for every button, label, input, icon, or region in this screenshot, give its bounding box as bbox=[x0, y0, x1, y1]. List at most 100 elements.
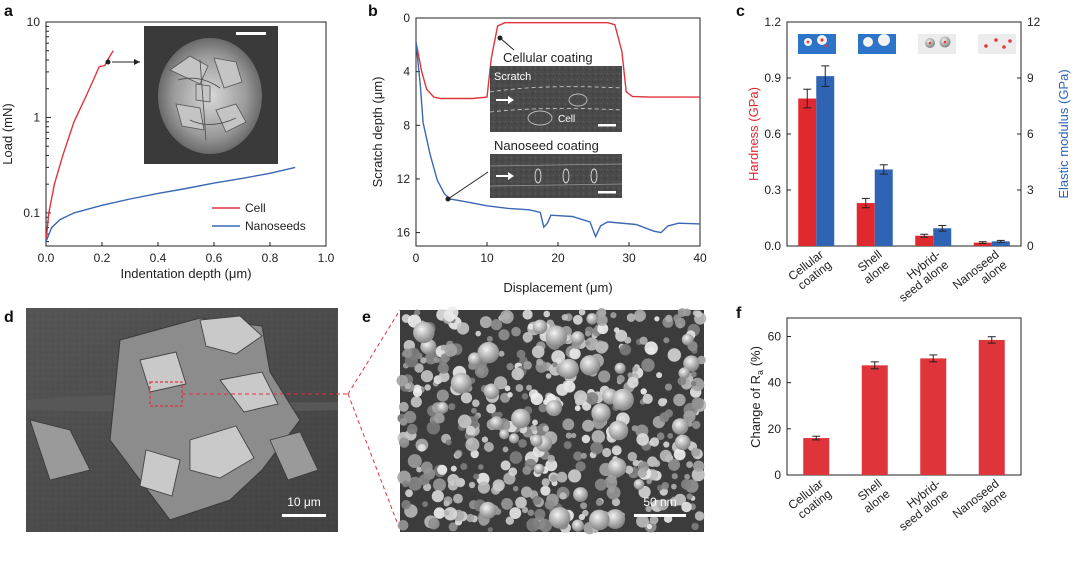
inset-nanoseed-scale-bar bbox=[598, 191, 616, 194]
nanoparticle bbox=[443, 309, 456, 322]
nanoparticle-cluster bbox=[571, 519, 585, 532]
chart-c-bar bbox=[874, 169, 893, 246]
nanoparticle bbox=[402, 480, 409, 488]
chart-f-ytick-label: 60 bbox=[768, 329, 782, 343]
chart-c-ticks: 0.0 0.3 0.6 0.9 1.2 0 3 6 9 12 bbox=[764, 15, 1040, 253]
micrograph-e-nanoparticles bbox=[396, 306, 707, 535]
nanoparticle bbox=[422, 501, 428, 507]
chart-c-bar bbox=[933, 228, 952, 246]
nanoparticle bbox=[596, 314, 608, 326]
nanoparticle bbox=[433, 478, 446, 492]
nanoparticle bbox=[691, 397, 704, 410]
panel-label-d: d bbox=[4, 309, 14, 326]
nanoparticle bbox=[397, 470, 411, 485]
nanoparticle bbox=[681, 501, 692, 513]
nanoparticle bbox=[657, 499, 669, 511]
chart-f-bar bbox=[861, 365, 888, 475]
nanoparticle bbox=[420, 370, 434, 383]
nanoparticle bbox=[569, 348, 581, 360]
nanoparticle bbox=[686, 493, 693, 500]
chart-a-ytick-label: 0.1 bbox=[23, 206, 40, 220]
inset-cellular-pointer bbox=[499, 37, 515, 51]
nanoparticle bbox=[492, 479, 505, 492]
nanoparticle bbox=[487, 527, 493, 533]
nanoparticle bbox=[673, 393, 686, 407]
nanoparticle-cluster bbox=[683, 355, 700, 372]
nanoparticle-cluster bbox=[558, 358, 579, 379]
micrograph-d-scale-label: 10 μm bbox=[287, 495, 321, 509]
chart-f-ytick-label: 0 bbox=[774, 468, 781, 482]
nanoparticle bbox=[641, 358, 655, 372]
nanoparticle-cluster bbox=[508, 433, 520, 444]
nanoparticle bbox=[443, 510, 450, 516]
inset-nanoseed-scratch-edges bbox=[489, 163, 623, 187]
nanoparticle bbox=[424, 384, 431, 391]
nanoparticle bbox=[563, 441, 572, 450]
inset-nanoseed-pit-1 bbox=[534, 168, 542, 184]
schematic-hybrid-seed-icon bbox=[918, 34, 956, 54]
nanoparticle-cluster bbox=[532, 319, 548, 335]
nanoparticle bbox=[691, 522, 699, 531]
nanoparticle bbox=[504, 385, 511, 392]
inset-cellular-micrograph: Scratch Cell bbox=[489, 66, 623, 132]
nanoparticle bbox=[571, 432, 577, 439]
nanoparticle bbox=[544, 499, 555, 510]
nanoparticle bbox=[428, 517, 440, 530]
nanoparticle bbox=[486, 336, 493, 342]
inset-cellular-label-scratch: Scratch bbox=[494, 71, 531, 83]
chart-f-ylabel: Change of Ra (%) bbox=[748, 346, 765, 448]
nanoparticle bbox=[522, 309, 533, 320]
chart-a-xtick-label: 0.4 bbox=[150, 251, 167, 265]
nanoparticle bbox=[399, 418, 408, 426]
nanoparticle bbox=[598, 370, 611, 383]
nanoparticle bbox=[683, 410, 696, 423]
nanoparticle bbox=[414, 363, 424, 373]
nanoparticle-cluster bbox=[436, 402, 449, 414]
nanoparticle bbox=[538, 518, 553, 533]
chart-b-ytick-label: 0 bbox=[403, 11, 410, 25]
nanoparticle bbox=[521, 393, 529, 400]
panel-label-b: b bbox=[368, 3, 378, 20]
nanoparticle bbox=[467, 438, 474, 445]
nanoparticle-cluster bbox=[468, 352, 482, 366]
nanoparticle bbox=[460, 392, 473, 404]
nanoparticle bbox=[657, 485, 663, 491]
nanoparticle-cluster bbox=[413, 321, 435, 344]
nanoparticle-cluster bbox=[612, 388, 634, 411]
chart-a-xlabel: Indentation depth (μm) bbox=[120, 266, 251, 281]
chart-c-ytick-label: 0.3 bbox=[764, 183, 781, 197]
nanoparticle bbox=[543, 310, 550, 318]
nanoparticle bbox=[585, 340, 591, 346]
nanoparticle bbox=[465, 437, 480, 452]
nanoparticle bbox=[530, 392, 543, 406]
nanoparticle bbox=[636, 514, 649, 528]
chart-c-bar bbox=[798, 98, 817, 247]
nanoparticle bbox=[481, 436, 488, 443]
zoom-connector-top bbox=[347, 309, 401, 395]
chart-f-category-label: Cellularcoating bbox=[785, 476, 834, 522]
nanoparticle bbox=[556, 471, 568, 483]
inset-nanoseed-pointer bbox=[447, 171, 489, 200]
inset-cellular-scratch-edges bbox=[489, 86, 623, 113]
nanoparticle-cluster bbox=[489, 416, 504, 430]
nanoparticle-cluster bbox=[678, 367, 690, 379]
nanoparticle bbox=[398, 401, 409, 412]
nanoparticle bbox=[438, 371, 450, 383]
nanoparticle bbox=[526, 384, 532, 391]
inset-title-cellular: Cellular coating bbox=[503, 50, 593, 65]
nanoparticle bbox=[509, 451, 523, 464]
nanoparticle bbox=[663, 441, 670, 448]
nanoparticle-cluster bbox=[499, 429, 510, 440]
chart-c-ylabel: Hardness (GPa) bbox=[746, 87, 761, 181]
nanoparticle bbox=[437, 362, 449, 374]
nanoparticle bbox=[545, 459, 558, 472]
nanoparticle bbox=[465, 425, 476, 436]
nanoparticle-cluster bbox=[511, 408, 531, 429]
nanoparticle-cluster bbox=[571, 331, 585, 345]
nanoparticle bbox=[498, 329, 510, 341]
chart-a-ticks: 0.0 0.2 0.4 0.6 0.8 1.0 0.1 1 10 bbox=[23, 15, 334, 265]
nanoparticle bbox=[671, 473, 678, 480]
nanoparticle bbox=[502, 446, 509, 453]
nanoparticle-cluster bbox=[614, 362, 626, 374]
inset-nanoseed-pit-3 bbox=[590, 168, 598, 184]
